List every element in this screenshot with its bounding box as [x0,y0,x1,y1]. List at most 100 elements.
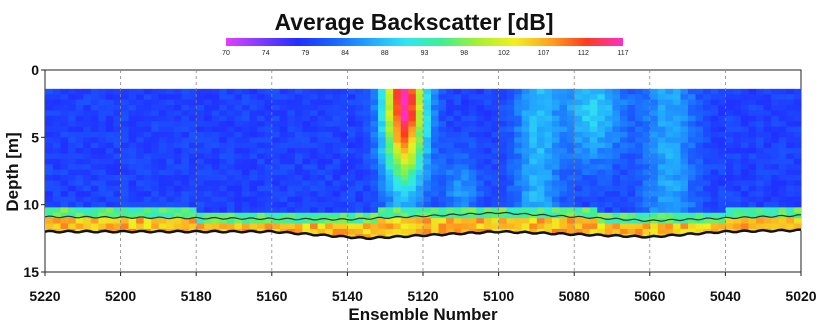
heatmap-cell [143,148,152,154]
heatmap-cell [181,191,190,197]
heatmap-cell [513,185,522,192]
heatmap-cell [627,201,636,208]
heatmap-cell [695,164,704,171]
heatmap-cell [702,164,711,171]
heatmap-cell [460,153,469,160]
heatmap-cell [294,218,303,224]
heatmap-cell [332,115,341,122]
heatmap-cell [415,131,424,138]
heatmap-cell [649,180,658,187]
heatmap-cell [710,169,719,176]
heatmap-cell [717,88,726,95]
heatmap-cell [574,142,583,149]
heatmap-cell [128,228,137,232]
heatmap-cell [551,131,560,138]
heatmap-cell [196,126,205,133]
heatmap-cell [60,201,69,208]
heatmap-cell [695,148,704,154]
heatmap-cell [105,191,114,197]
heatmap-cell [234,94,242,101]
heatmap-cell [748,185,757,192]
heatmap-cell [755,212,764,219]
heatmap-cell [687,180,696,187]
heatmap-cell [551,185,560,192]
heatmap-cell [241,228,250,232]
colorbar-ticks: 70 74 79 84 88 93 98 102 107 112 117 [222,50,629,57]
heatmap-cell [52,121,61,127]
heatmap-cell [324,148,333,154]
heatmap-cell [559,207,568,214]
heatmap-cell [165,126,174,133]
heatmap-cell [286,110,295,117]
heatmap-cell [400,153,409,160]
heatmap-cell [551,126,560,133]
heatmap-cell [717,169,726,176]
heatmap-cell [75,105,84,111]
heatmap-cell [271,201,280,208]
heatmap-cell [105,131,114,138]
heatmap-cell [438,153,447,160]
heatmap-cell [241,212,250,219]
heatmap-cell [468,180,477,187]
heatmap-cell [407,115,416,122]
heatmap-cell [317,185,326,192]
heatmap-cell [279,196,288,203]
heatmap-cell [150,212,159,219]
heatmap-cell [521,201,530,208]
heatmap-cell [468,99,477,106]
heatmap-cell [377,218,386,224]
heatmap-cell [642,185,651,192]
heatmap-cell [75,94,84,101]
heatmap-cell [468,115,477,122]
heatmap-cell [264,121,273,127]
colorbar-tick-label: 88 [381,50,389,57]
heatmap-cell [664,185,673,192]
heatmap-cell [717,153,726,160]
heatmap-cell [589,191,598,197]
colorbar-tick-label: 117 [617,50,628,57]
heatmap-cell [536,196,545,203]
heatmap-cell [271,180,280,187]
heatmap-cell [332,105,341,111]
heatmap-cell [642,164,651,171]
heatmap-cell [45,175,53,181]
heatmap-cell [385,142,394,149]
heatmap-cell [680,196,688,203]
heatmap-cell [559,142,568,149]
heatmap-cell [498,158,507,165]
heatmap-cell [90,137,99,144]
heatmap-cell [740,175,749,181]
heatmap-cell [150,169,159,176]
heatmap-cell [362,153,371,160]
heatmap-cell [52,115,61,122]
heatmap-cell [664,94,673,101]
heatmap-cell [45,110,53,117]
heatmap-cell [226,121,235,127]
heatmap-cell [82,180,91,187]
heatmap-cell [347,228,356,235]
heatmap-cell [725,148,734,154]
heatmap-cell [249,137,258,144]
heatmap-cell [286,148,295,154]
heatmap-cell [785,207,794,214]
heatmap-cell [793,121,802,127]
heatmap-cell [475,218,484,224]
heatmap-cell [97,185,106,192]
heatmap-cell [453,94,462,101]
heatmap-cell [513,164,522,171]
heatmap-cell [498,223,507,230]
heatmap-cell [453,99,462,106]
heatmap-cell [173,88,182,95]
heatmap-cell [362,115,371,122]
heatmap-cell [113,105,121,111]
heatmap-cell [97,158,106,165]
heatmap-cell [407,88,416,95]
heatmap-cell [271,169,280,176]
heatmap-cell [203,153,212,160]
heatmap-cell [543,207,552,214]
heatmap-cell [158,99,167,106]
heatmap-cell [415,169,424,176]
heatmap-cell [793,223,802,230]
heatmap-cell [649,212,658,219]
heatmap-cell [438,131,447,138]
